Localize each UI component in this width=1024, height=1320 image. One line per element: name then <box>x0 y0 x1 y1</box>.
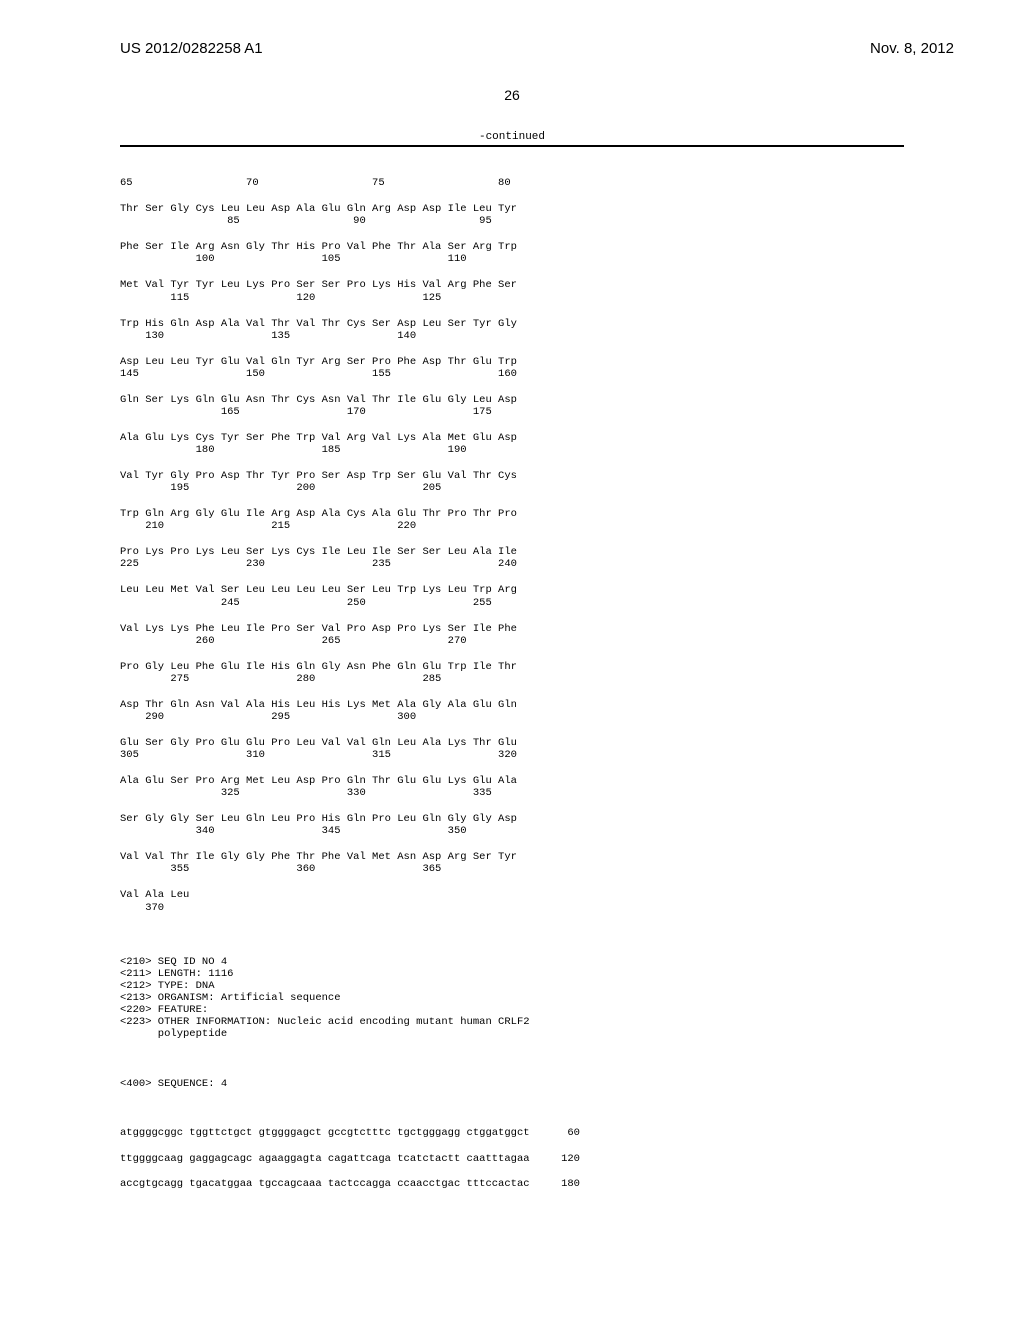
amino-acid-row: Val Tyr Gly Pro Asp Thr Tyr Pro Ser Asp … <box>120 470 904 494</box>
publication-number: US 2012/0282258 A1 <box>120 40 263 57</box>
amino-acid-row: Pro Lys Pro Lys Leu Ser Lys Cys Ile Leu … <box>120 546 904 570</box>
nucleotide-row: accgtgcagg tgacatggaa tgccagcaaa tactcca… <box>120 1178 904 1190</box>
nucleotide-row: atggggcggc tggttctgct gtggggagct gccgtct… <box>120 1127 904 1139</box>
amino-acid-row: Gln Ser Lys Gln Glu Asn Thr Cys Asn Val … <box>120 394 904 418</box>
publication-date: Nov. 8, 2012 <box>870 40 954 57</box>
amino-acid-row: Val Val Thr Ile Gly Gly Phe Thr Phe Val … <box>120 851 904 875</box>
amino-acid-row: Asp Leu Leu Tyr Glu Val Gln Tyr Arg Ser … <box>120 356 904 380</box>
amino-acid-row: Thr Ser Gly Cys Leu Leu Asp Ala Glu Gln … <box>120 203 904 227</box>
amino-acid-row: 65 70 75 80 <box>120 177 904 189</box>
amino-acid-row: Trp His Gln Asp Ala Val Thr Val Thr Cys … <box>120 318 904 342</box>
nucleotide-row: ttggggcaag gaggagcagc agaaggagta cagattc… <box>120 1153 904 1165</box>
amino-acid-row: Pro Gly Leu Phe Glu Ile His Gln Gly Asn … <box>120 661 904 685</box>
amino-acid-row: Phe Ser Ile Arg Asn Gly Thr His Pro Val … <box>120 241 904 265</box>
amino-acid-row: Asp Thr Gln Asn Val Ala His Leu His Lys … <box>120 699 904 723</box>
amino-acid-row: Met Val Tyr Tyr Leu Lys Pro Ser Ser Pro … <box>120 279 904 303</box>
page-header: US 2012/0282258 A1 Nov. 8, 2012 <box>0 0 1024 57</box>
page: US 2012/0282258 A1 Nov. 8, 2012 26 -cont… <box>0 0 1024 1320</box>
amino-acid-row: Val Lys Lys Phe Leu Ile Pro Ser Val Pro … <box>120 623 904 647</box>
amino-acid-row: Ala Glu Lys Cys Tyr Ser Phe Trp Val Arg … <box>120 432 904 456</box>
amino-acid-row: Leu Leu Met Val Ser Leu Leu Leu Leu Ser … <box>120 584 904 608</box>
amino-acid-row: Ser Gly Gly Ser Leu Gln Leu Pro His Gln … <box>120 813 904 837</box>
sequence-listing: 65 70 75 80 Thr Ser Gly Cys Leu Leu Asp A… <box>0 151 1024 1214</box>
divider-line <box>120 145 904 147</box>
amino-acid-row: Ala Glu Ser Pro Arg Met Leu Asp Pro Gln … <box>120 775 904 799</box>
amino-acid-row: Val Ala Leu 370 <box>120 889 904 913</box>
amino-acid-row: Glu Ser Gly Pro Glu Glu Pro Leu Val Val … <box>120 737 904 761</box>
page-number: 26 <box>0 87 1024 103</box>
sequence-metadata: <210> SEQ ID NO 4 <211> LENGTH: 1116 <21… <box>120 956 904 1040</box>
amino-acid-row: Trp Gln Arg Gly Glu Ile Arg Asp Ala Cys … <box>120 508 904 532</box>
continued-label: -continued <box>0 131 1024 143</box>
sequence-label: <400> SEQUENCE: 4 <box>120 1078 904 1090</box>
